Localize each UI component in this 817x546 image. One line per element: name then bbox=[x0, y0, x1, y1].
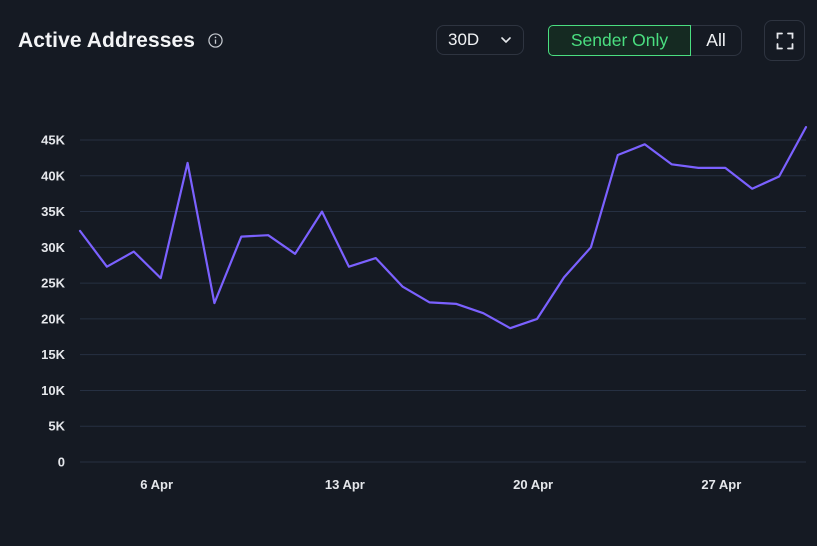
fullscreen-icon bbox=[776, 32, 793, 49]
chart-title: Active Addresses bbox=[18, 29, 196, 52]
data-point[interactable] bbox=[749, 186, 755, 192]
sender-only-button[interactable]: Sender Only bbox=[548, 25, 691, 56]
data-point[interactable] bbox=[534, 316, 540, 322]
data-point[interactable] bbox=[292, 251, 298, 257]
data-point[interactable] bbox=[238, 234, 244, 240]
grid-lines bbox=[80, 139, 806, 463]
y-tick-label: 5K bbox=[48, 419, 65, 434]
data-point[interactable] bbox=[77, 228, 83, 234]
y-tick-label: 30K bbox=[41, 240, 65, 255]
all-button[interactable]: All bbox=[691, 25, 742, 56]
series-line bbox=[78, 126, 808, 330]
data-point[interactable] bbox=[158, 275, 164, 281]
data-point[interactable] bbox=[453, 301, 459, 307]
data-point[interactable] bbox=[319, 209, 325, 215]
y-axis-ticks: 0 5K 10K 15K 20K 25K 30K 35K 40K 45K bbox=[41, 133, 65, 470]
y-tick-label: 10K bbox=[41, 383, 65, 398]
data-point[interactable] bbox=[185, 160, 191, 166]
data-point[interactable] bbox=[695, 165, 701, 171]
data-point[interactable] bbox=[507, 325, 513, 331]
y-tick-label: 35K bbox=[41, 204, 65, 219]
y-tick-label: 25K bbox=[41, 276, 65, 291]
data-point[interactable] bbox=[131, 249, 137, 255]
data-point[interactable] bbox=[642, 141, 648, 147]
data-point[interactable] bbox=[561, 274, 567, 280]
y-tick-label: 40K bbox=[41, 168, 65, 183]
range-select[interactable]: 30D bbox=[436, 25, 524, 55]
data-point[interactable] bbox=[427, 299, 433, 305]
data-point[interactable] bbox=[669, 161, 675, 167]
data-point[interactable] bbox=[776, 173, 782, 179]
x-axis-ticks: 6 Apr 13 Apr 20 Apr 27 Apr bbox=[140, 477, 741, 492]
y-tick-label: 45K bbox=[41, 133, 65, 148]
info-circle-icon[interactable] bbox=[208, 33, 223, 48]
y-tick-label: 15K bbox=[41, 347, 65, 362]
chevron-down-icon bbox=[501, 37, 511, 43]
x-tick-label: 20 Apr bbox=[513, 477, 553, 492]
sender-toggle: Sender Only All bbox=[548, 25, 742, 56]
data-point[interactable] bbox=[346, 264, 352, 270]
data-points bbox=[77, 124, 809, 331]
x-tick-label: 27 Apr bbox=[701, 477, 741, 492]
data-point[interactable] bbox=[211, 300, 217, 306]
fullscreen-button[interactable] bbox=[764, 20, 805, 61]
data-point[interactable] bbox=[265, 232, 271, 238]
y-tick-label: 20K bbox=[41, 311, 65, 326]
data-point[interactable] bbox=[803, 124, 809, 130]
data-point[interactable] bbox=[615, 152, 621, 158]
data-point[interactable] bbox=[104, 264, 110, 270]
data-point[interactable] bbox=[588, 244, 594, 250]
range-select-value: 30D bbox=[448, 30, 480, 49]
x-tick-label: 13 Apr bbox=[325, 477, 365, 492]
data-point[interactable] bbox=[373, 255, 379, 261]
y-tick-label: 0 bbox=[58, 455, 65, 470]
data-point[interactable] bbox=[400, 284, 406, 290]
data-point[interactable] bbox=[722, 165, 728, 171]
data-point[interactable] bbox=[480, 310, 486, 316]
x-tick-label: 6 Apr bbox=[140, 477, 173, 492]
